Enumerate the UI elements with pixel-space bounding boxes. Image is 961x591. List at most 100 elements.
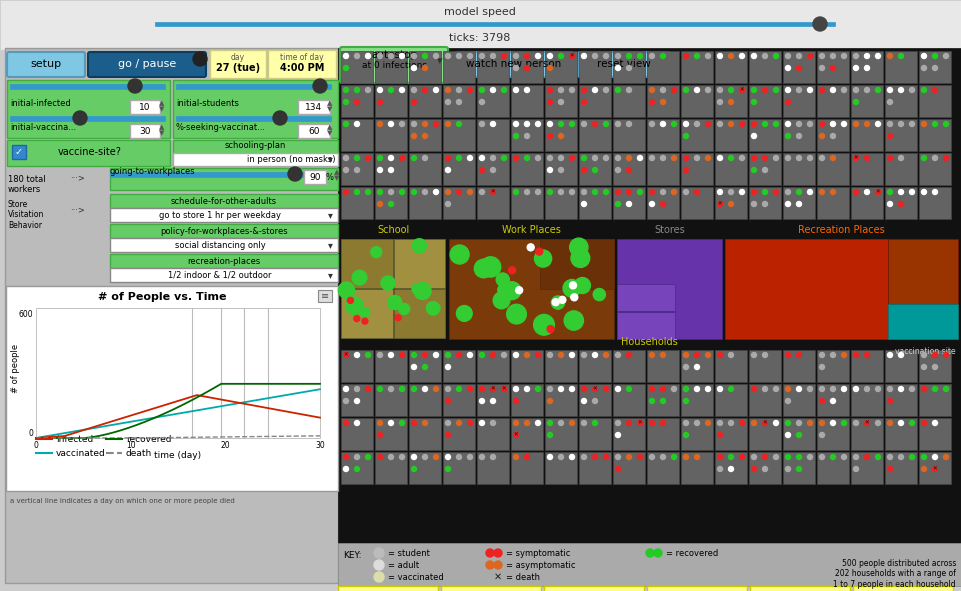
Circle shape xyxy=(355,190,359,194)
Circle shape xyxy=(503,282,521,300)
Circle shape xyxy=(548,421,553,426)
Bar xyxy=(5,48,338,583)
Bar xyxy=(341,384,373,416)
Circle shape xyxy=(762,54,768,59)
Text: ▼: ▼ xyxy=(328,130,333,136)
Circle shape xyxy=(660,155,666,161)
Circle shape xyxy=(650,387,654,391)
Bar xyxy=(647,187,679,219)
Circle shape xyxy=(627,421,631,426)
Circle shape xyxy=(414,282,431,300)
Circle shape xyxy=(683,398,688,404)
Bar xyxy=(7,140,170,166)
Bar xyxy=(443,187,475,219)
Circle shape xyxy=(513,352,519,358)
Circle shape xyxy=(355,87,359,93)
Text: # of People vs. Time: # of People vs. Time xyxy=(98,292,226,302)
Circle shape xyxy=(400,421,405,426)
Circle shape xyxy=(695,454,700,459)
Circle shape xyxy=(446,421,451,426)
Circle shape xyxy=(475,259,493,278)
Circle shape xyxy=(932,352,938,358)
Circle shape xyxy=(752,466,756,472)
Circle shape xyxy=(493,292,510,309)
Circle shape xyxy=(378,190,382,194)
Circle shape xyxy=(490,454,496,459)
Circle shape xyxy=(490,352,496,358)
Text: %-seeking-vaccinat...: %-seeking-vaccinat... xyxy=(176,122,266,132)
Circle shape xyxy=(513,454,519,459)
Text: ✕: ✕ xyxy=(491,387,495,391)
Circle shape xyxy=(888,421,893,426)
Circle shape xyxy=(785,99,791,105)
Circle shape xyxy=(853,99,858,105)
Text: 10: 10 xyxy=(126,441,136,450)
Circle shape xyxy=(797,421,801,426)
Circle shape xyxy=(525,54,530,59)
Circle shape xyxy=(654,549,662,557)
Circle shape xyxy=(672,387,677,391)
Circle shape xyxy=(433,87,438,93)
Circle shape xyxy=(728,54,733,59)
Circle shape xyxy=(581,155,586,161)
Circle shape xyxy=(615,352,621,358)
Bar xyxy=(441,586,541,591)
Bar xyxy=(783,119,815,151)
Circle shape xyxy=(388,421,393,426)
Circle shape xyxy=(705,87,710,93)
Circle shape xyxy=(705,54,710,59)
Text: ✕: ✕ xyxy=(865,421,870,426)
Circle shape xyxy=(683,454,688,459)
Circle shape xyxy=(922,190,926,194)
Bar xyxy=(919,85,951,117)
Text: infected: infected xyxy=(56,434,93,443)
Bar xyxy=(613,153,645,185)
Circle shape xyxy=(433,54,438,59)
Circle shape xyxy=(456,306,472,322)
Bar xyxy=(110,224,338,238)
Circle shape xyxy=(627,155,631,161)
Circle shape xyxy=(615,202,621,206)
Circle shape xyxy=(797,122,801,126)
Text: go / pause: go / pause xyxy=(118,59,176,69)
Bar xyxy=(749,119,781,151)
Text: ▼: ▼ xyxy=(160,106,164,112)
Circle shape xyxy=(343,421,349,426)
Circle shape xyxy=(400,122,405,126)
Circle shape xyxy=(570,87,575,93)
Text: ▲: ▲ xyxy=(334,169,339,175)
Circle shape xyxy=(853,122,858,126)
Text: Households: Households xyxy=(621,337,678,347)
Text: reset view: reset view xyxy=(597,59,651,69)
Circle shape xyxy=(446,433,451,437)
Circle shape xyxy=(728,190,733,194)
Bar xyxy=(715,418,747,450)
FancyBboxPatch shape xyxy=(455,52,573,77)
Text: 0: 0 xyxy=(34,441,38,450)
Circle shape xyxy=(343,398,349,404)
Circle shape xyxy=(371,246,382,258)
Bar xyxy=(443,384,475,416)
Circle shape xyxy=(785,352,791,358)
Circle shape xyxy=(446,99,451,105)
Bar xyxy=(851,384,883,416)
Circle shape xyxy=(830,122,835,126)
Bar xyxy=(919,119,951,151)
Circle shape xyxy=(570,238,588,256)
Circle shape xyxy=(718,433,723,437)
Bar xyxy=(851,452,883,484)
Bar xyxy=(36,308,320,438)
Bar xyxy=(477,452,509,484)
FancyBboxPatch shape xyxy=(340,47,448,83)
Circle shape xyxy=(785,87,791,93)
Bar xyxy=(545,119,577,151)
Text: 30: 30 xyxy=(315,441,325,450)
Text: autostop: autostop xyxy=(371,50,417,60)
Circle shape xyxy=(480,256,501,277)
Bar xyxy=(545,452,577,484)
Circle shape xyxy=(548,87,553,93)
Circle shape xyxy=(695,365,700,369)
Circle shape xyxy=(615,66,621,70)
Circle shape xyxy=(820,122,825,126)
Circle shape xyxy=(705,387,710,391)
